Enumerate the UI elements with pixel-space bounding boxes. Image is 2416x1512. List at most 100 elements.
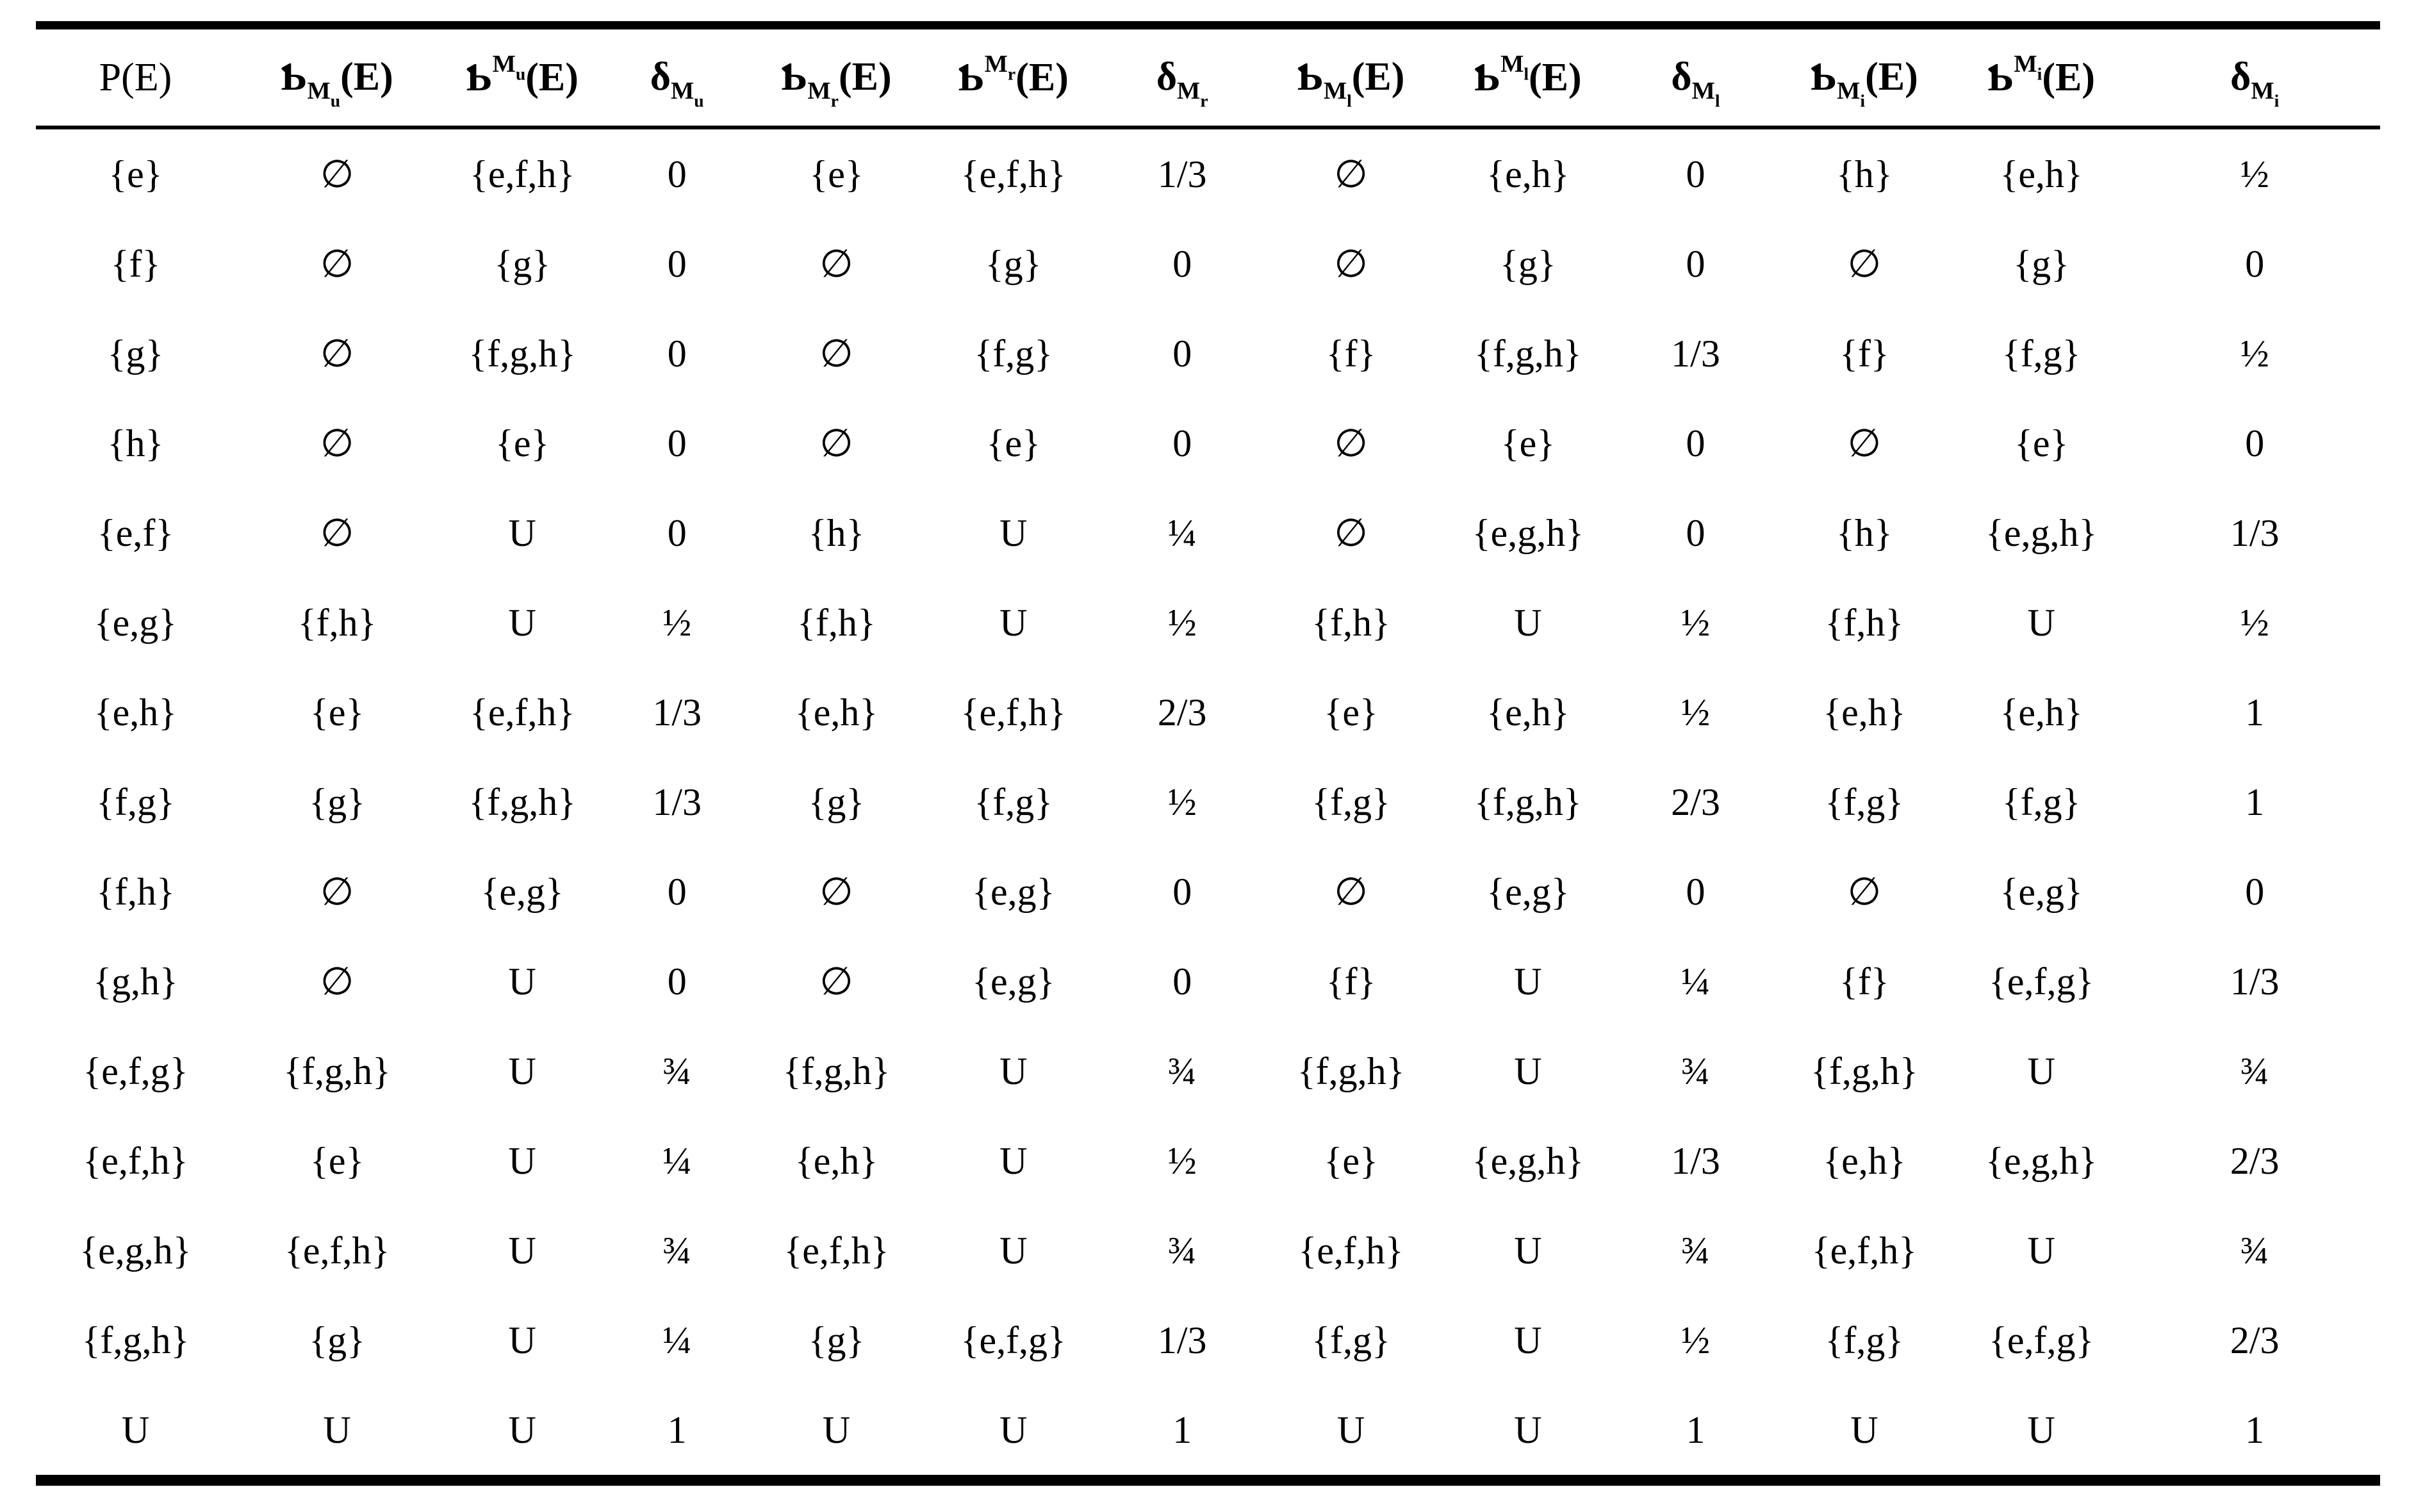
cell-r4-c3: {e}	[495, 422, 550, 464]
cell-r5-c12: {e,g,h}	[1985, 511, 2098, 554]
cell-r14-c1: {f,g,h}	[81, 1319, 190, 1361]
cell-r14-c3: U	[508, 1319, 536, 1361]
cell-r1-c5: {e}	[809, 152, 864, 195]
argument: (E)	[1865, 55, 1918, 99]
table-body: {e} ∅ {e,f,h} 0 {e} {e,f,h} 1/3 ∅ {e,h} 0 {h} {e,h}…	[36, 127, 2380, 1481]
cell-r9-c12: {e,g}	[2000, 870, 2083, 913]
cell-r2-c3: {g}	[494, 242, 551, 285]
cell-r11-c4: ¾	[662, 1049, 692, 1092]
table-row-12: {e,f,h} {e} U ¼ {e,h} U ½ {e} {e,g,h} 1/3 {e,h} {e,…	[36, 1116, 2380, 1206]
cell-r9-c8: ∅	[1334, 871, 1368, 913]
cell-r12-c7: ½	[1167, 1139, 1197, 1182]
cell-r2-c8: ∅	[1334, 243, 1368, 285]
cell-r12-c12: {e,g,h}	[1985, 1139, 2098, 1182]
cell-r8-c1: {f,g}	[96, 780, 175, 823]
cell-r8-c3: {f,g,h}	[468, 780, 576, 823]
cell-r1-c10: 0	[1686, 152, 1705, 195]
cell-r10-c12: {e,f,g}	[1989, 960, 2094, 1003]
argument: (E)	[340, 55, 393, 99]
cell-r4-c5: ∅	[819, 422, 853, 464]
cell-r9-c2: ∅	[320, 871, 354, 913]
cell-r13-c7: ¾	[1167, 1229, 1197, 1272]
cell-r7-c11: {e,h}	[1823, 691, 1906, 734]
cell-r5-c3: U	[508, 511, 536, 554]
cell-r1-c12: {e,h}	[2000, 152, 2083, 195]
subscript-model: Mr	[1177, 77, 1208, 110]
cell-r12-c13: 2/3	[2230, 1139, 2280, 1182]
cell-r12-c9: {e,g,h}	[1472, 1139, 1584, 1182]
cell-r3-c13: ½	[2240, 332, 2269, 375]
subscript-model: Mu	[307, 77, 341, 110]
column-header-11: ƄMi(E)	[1775, 25, 1953, 129]
column-header-2: ƄMu(E)	[235, 25, 440, 129]
cell-r3-c8: {f}	[1326, 332, 1376, 375]
cell-r15-c6: U	[999, 1408, 1028, 1451]
argument: (E)	[1529, 55, 1582, 99]
cell-r6-c2: {f,h}	[297, 601, 377, 644]
cell-r7-c3: {e,f,h}	[470, 691, 575, 734]
cell-r1-c3: {e,f,h}	[470, 152, 575, 195]
cell-r3-c4: 0	[667, 332, 687, 375]
cell-r4-c6: {e}	[986, 422, 1040, 464]
cell-r14-c10: ½	[1681, 1319, 1710, 1361]
cell-r13-c9: U	[1514, 1229, 1542, 1272]
cell-r7-c10: ½	[1681, 691, 1710, 734]
cell-r6-c11: {f,h}	[1825, 601, 1904, 644]
cell-r5-c7: ¼	[1167, 511, 1197, 554]
cell-r9-c13: 0	[2245, 870, 2265, 913]
argument: (E)	[525, 55, 579, 99]
cell-r6-c10: ½	[1681, 601, 1710, 644]
cell-r4-c10: 0	[1686, 422, 1705, 464]
table-row-14: {f,g,h} {g} U ¼ {g} {e,f,g} 1/3 {f,g} U ½ {f,g} {e,…	[36, 1295, 2380, 1385]
cell-r5-c9: {e,g,h}	[1472, 511, 1584, 554]
model-index: u	[515, 63, 526, 84]
table-row-6: {e,g} {f,h} U ½ {f,h} U ½ {f,h} U ½ {f,h} U ½	[36, 578, 2380, 668]
cell-r9-c4: 0	[667, 870, 687, 913]
cell-r1-c1: {e}	[108, 152, 163, 195]
cell-r2-c6: {g}	[985, 242, 1042, 285]
cell-r10-c11: {f}	[1839, 960, 1889, 1003]
cell-r9-c5: ∅	[819, 871, 853, 913]
table-row-7: {e,h} {e} {e,f,h} 1/3 {e,h} {e,f,h} 2/3 {e} {e,h…	[36, 668, 2380, 757]
table-row-4: {h} ∅ {e} 0 ∅ {e} 0 ∅ {e} 0 ∅ {e} 0	[36, 399, 2380, 488]
cell-r11-c10: ¾	[1681, 1049, 1710, 1092]
cell-r7-c5: {e,h}	[794, 691, 878, 734]
cell-r8-c10: 2/3	[1671, 780, 1720, 823]
cell-r1-c2: ∅	[320, 153, 354, 195]
cell-r11-c3: U	[508, 1049, 536, 1092]
column-header-5: ƄMr(E)	[748, 25, 924, 129]
cell-r8-c2: {g}	[309, 780, 365, 823]
column-header-1: P(E)	[36, 25, 235, 129]
cell-r7-c7: 2/3	[1157, 691, 1207, 734]
cell-r6-c6: U	[999, 601, 1028, 644]
superscript-model: Mi	[2014, 50, 2042, 84]
model-index: i	[1860, 90, 1866, 110]
cell-r10-c3: U	[508, 960, 536, 1003]
model-index: l	[1347, 90, 1352, 110]
cell-r9-c11: ∅	[1847, 871, 1882, 913]
cell-r14-c7: 1/3	[1157, 1319, 1207, 1361]
cell-r6-c7: ½	[1167, 601, 1197, 644]
cell-r5-c2: ∅	[320, 512, 354, 554]
model-index: i	[2037, 63, 2042, 84]
cell-r14-c11: {f,g}	[1825, 1319, 1904, 1361]
cell-r2-c2: ∅	[320, 243, 354, 285]
cell-r5-c13: 1/3	[2230, 511, 2280, 554]
model-index: r	[1200, 90, 1208, 110]
cell-r11-c5: {f,g,h}	[782, 1049, 891, 1092]
cell-r1-c6: {e,f,h}	[960, 152, 1066, 195]
cell-r6-c1: {e,g}	[94, 601, 177, 644]
cell-r4-c13: 0	[2245, 422, 2265, 464]
cell-r10-c13: 1/3	[2230, 960, 2280, 1003]
subscript-model: Ml	[1323, 77, 1352, 110]
cell-r15-c13: 1	[2245, 1408, 2265, 1451]
cell-r12-c3: U	[508, 1139, 536, 1182]
column-header-3: ƄMu(E)	[439, 25, 606, 129]
table-row-1: {e} ∅ {e,f,h} 0 {e} {e,f,h} 1/3 ∅ {e,h} 0 {h} {e,h}…	[36, 127, 2380, 219]
cell-r15-c3: U	[508, 1408, 536, 1451]
argument: (E)	[1351, 55, 1405, 99]
cell-r15-c8: U	[1336, 1408, 1365, 1451]
cell-r14-c6: {e,f,g}	[960, 1319, 1066, 1361]
cell-r12-c8: {e}	[1324, 1139, 1378, 1182]
